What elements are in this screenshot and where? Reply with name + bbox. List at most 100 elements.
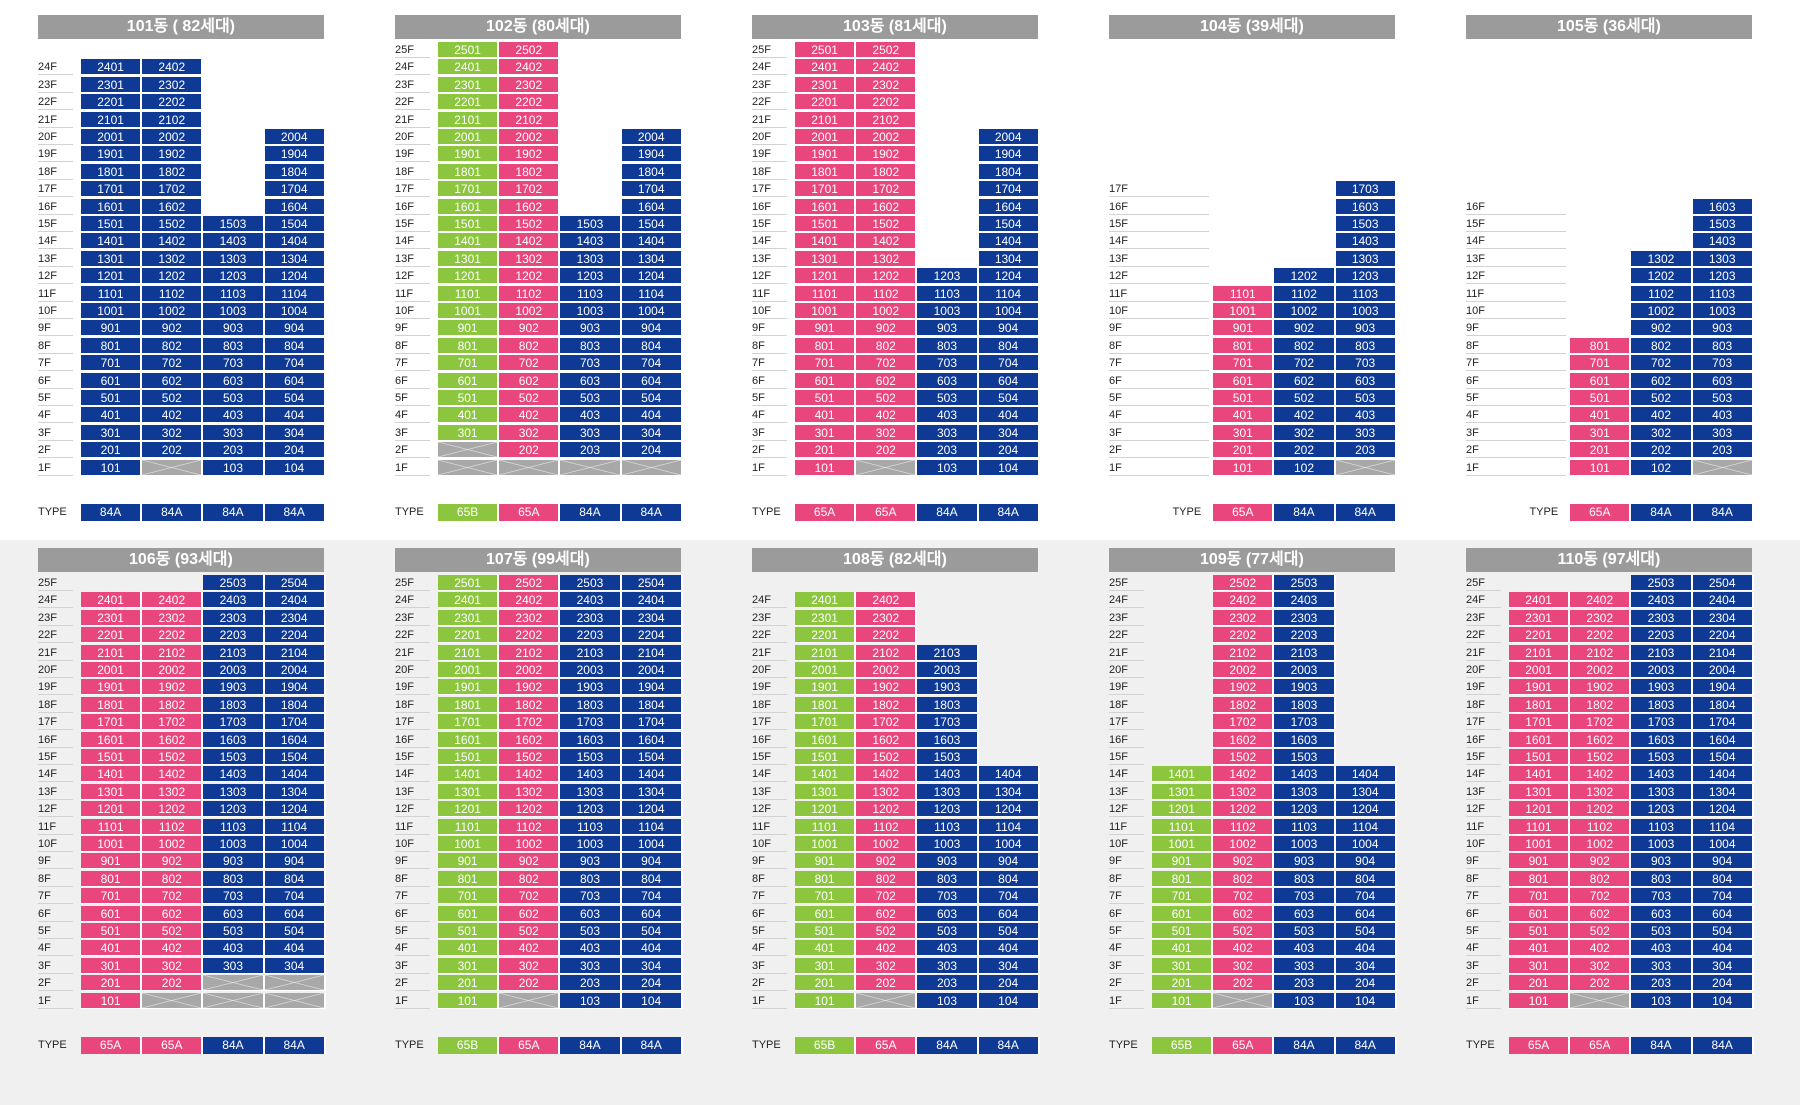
unit-cell: 602	[856, 372, 918, 389]
unit-cell: 1004	[621, 303, 683, 319]
floor-label: 11F	[752, 286, 787, 302]
unit-cell: 402	[1213, 940, 1275, 957]
unit-cell: 2304	[621, 609, 683, 626]
unit-cell: 203	[560, 442, 622, 459]
unit-cell: 1302	[142, 783, 204, 800]
unit-cell: 404	[264, 407, 326, 424]
unit-cell: 1301	[795, 783, 857, 800]
unit-cell: 1101	[81, 818, 143, 835]
unit-cell: 1401	[81, 233, 143, 250]
unit-cell: 1403	[1335, 233, 1397, 250]
unit-cell: 2301	[795, 76, 857, 93]
unit-cell: 701	[795, 355, 857, 372]
unit-cell: 801	[1213, 337, 1275, 354]
unit-cell: 203	[1631, 975, 1693, 992]
unit-cell: 2502	[1213, 575, 1275, 591]
unit-cell: 701	[438, 888, 500, 905]
unit-cell: 501	[81, 923, 143, 939]
unit-cell: 2103	[203, 644, 265, 661]
unit-cell: 1704	[1692, 714, 1754, 731]
unit-cell: 1001	[438, 303, 500, 319]
unit-cell: 1304	[621, 250, 683, 267]
unit-cell: 504	[264, 390, 326, 406]
unit-cell: 2504	[1692, 575, 1754, 591]
unit-cell: 503	[1692, 390, 1754, 406]
floor-label: 5F	[1466, 923, 1501, 939]
unit-cell: 1801	[81, 696, 143, 713]
unit-cell: 1903	[560, 679, 622, 696]
building-title: 105동 (36세대)	[1466, 15, 1752, 39]
unit-cell: 802	[142, 870, 204, 887]
unit-cell: 402	[499, 940, 561, 957]
unit-cell: 1604	[1692, 731, 1754, 748]
unit-cell: 1302	[499, 783, 561, 800]
unit-cell: 101	[81, 459, 143, 476]
floor-label: 19F	[38, 679, 73, 696]
floor-label: 9F	[1109, 320, 1210, 337]
unit-cell: 903	[560, 853, 622, 870]
unit-cell: 1001	[1213, 303, 1275, 319]
unit-cell: 501	[795, 923, 857, 939]
unit-cell: 901	[81, 853, 143, 870]
unit-cell: 1004	[978, 303, 1040, 319]
unit-cell: 1602	[1213, 731, 1275, 748]
unit-cell-empty	[621, 459, 683, 476]
type-cell: 84A	[621, 1037, 683, 1054]
unit-cell: 203	[917, 975, 979, 992]
unit-cell: 101	[795, 992, 857, 1009]
unit-cell: 2202	[856, 627, 918, 644]
floor-label: 8F	[1466, 871, 1501, 887]
unit-cell: 601	[1570, 372, 1632, 389]
unit-cell: 1203	[1692, 268, 1754, 285]
floor-label: 10F	[752, 836, 787, 852]
unit-cell: 704	[978, 355, 1040, 372]
unit-cell: 602	[1274, 372, 1336, 389]
unit-cell: 903	[1335, 320, 1397, 337]
floor-label: 22F	[38, 94, 73, 111]
unit-cell: 1204	[264, 268, 326, 285]
unit-cell: 2002	[1213, 662, 1275, 678]
floor-label: 10F	[38, 303, 73, 319]
unit-cell: 1602	[142, 731, 204, 748]
floor-label: 17F	[395, 181, 430, 198]
floor-label: 14F	[1466, 233, 1567, 250]
unit-cell: 1602	[142, 198, 204, 215]
unit-cell: 401	[1213, 407, 1275, 424]
unit-cell: 1002	[856, 303, 918, 319]
unit-cell: 804	[621, 337, 683, 354]
unit-cell: 602	[142, 905, 204, 922]
unit-cell: 1303	[203, 783, 265, 800]
unit-cell: 1502	[856, 216, 918, 232]
unit-cell: 1801	[795, 696, 857, 713]
unit-cell: 1503	[560, 749, 622, 765]
type-cell: 65A	[1213, 504, 1275, 521]
unit-cell: 103	[917, 992, 979, 1009]
floor-label: 12F	[38, 801, 73, 818]
unit-cell: 803	[1692, 337, 1754, 354]
floor-label: 2F	[1109, 975, 1144, 992]
unit-cell: 1702	[499, 714, 561, 731]
floor-label: 5F	[1109, 390, 1210, 406]
floor-label: 21F	[752, 112, 787, 128]
unit-cell: 2404	[621, 592, 683, 609]
unit-cell: 2101	[1509, 644, 1571, 661]
unit-cell: 901	[795, 320, 857, 337]
unit-cell: 1603	[1692, 198, 1754, 215]
type-cell: 84A	[978, 504, 1040, 521]
unit-cell: 803	[560, 337, 622, 354]
floor-label: 5F	[752, 390, 787, 406]
unit-cell-empty	[438, 459, 500, 476]
unit-cell: 1304	[1335, 783, 1397, 800]
floor-label: 3F	[1466, 958, 1501, 974]
unit-cell: 303	[917, 957, 979, 974]
floor-label: 13F	[395, 784, 430, 800]
unit-cell: 404	[1692, 940, 1754, 957]
floor-label: 12F	[1466, 801, 1501, 818]
unit-cell-empty	[499, 459, 561, 476]
unit-cell: 201	[1570, 442, 1632, 459]
unit-cell: 1104	[978, 285, 1040, 302]
unit-cell: 1804	[1692, 696, 1754, 713]
unit-cell: 303	[203, 957, 265, 974]
unit-cell: 1403	[917, 766, 979, 783]
unit-cell-empty	[560, 459, 622, 476]
